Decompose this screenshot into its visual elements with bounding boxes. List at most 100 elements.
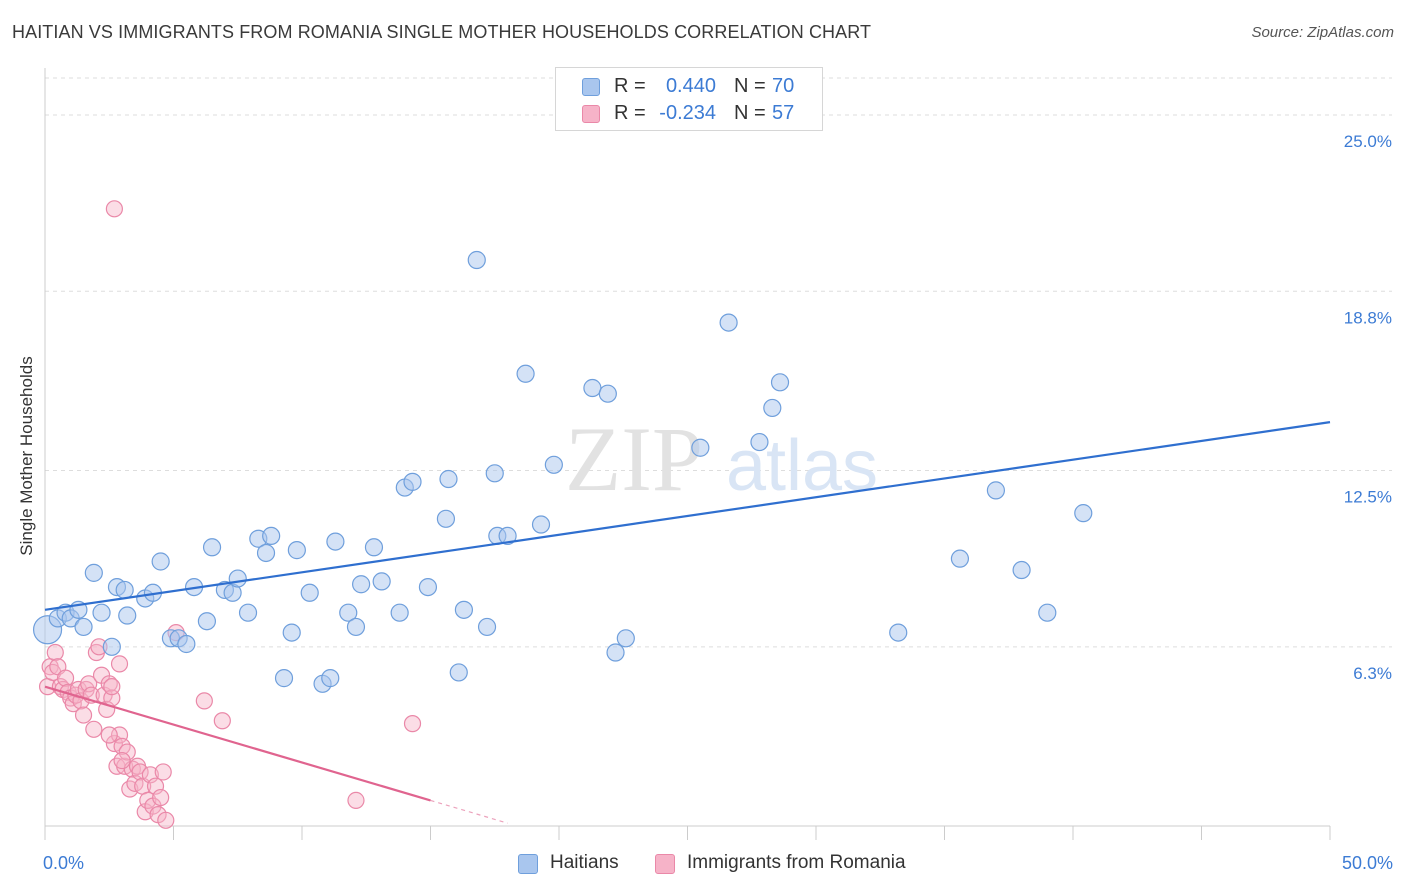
data-point-haitians [606,643,625,662]
data-point-haitians [598,384,617,403]
legend-r-label: R = [614,75,646,97]
data-point-haitians [352,575,371,594]
data-point-haitians [228,569,247,588]
source-label: Source: ZipAtlas.com [1251,24,1394,41]
legend-row-haitians: R = 0.440 N = 70 [556,73,822,101]
watermark-atlas: atlas [726,426,878,506]
data-point-romania [347,791,365,810]
y-tick-label: 12.5% [1344,487,1392,506]
data-point-romania [195,692,213,710]
data-point-haitians [763,398,782,418]
haitians-series [32,250,1093,693]
data-point-haitians [691,438,710,457]
data-point-romania [113,751,131,770]
legend-n-label: N = [734,102,766,124]
data-point-romania [110,655,129,673]
data-point-haitians [321,669,340,688]
watermark-zip: ZIP [565,408,703,510]
tick-labels: 6.3% 12.5% 18.8% 25.0% 0.0% 50.0% [43,132,1393,873]
data-point-romania [103,678,121,696]
data-point-haitians [498,526,517,546]
watermark: ZIP atlas [565,408,878,510]
data-point-haitians [202,538,222,557]
bottom-legend: Haitians Immigrants from Romania [0,852,1406,876]
data-point-haitians [102,637,121,656]
y-axis-label: Single Mother Households [17,356,36,556]
data-point-romania [100,675,118,693]
trend-line-romania-extension [430,799,508,824]
x-tick-label: 0.0% [43,853,84,873]
data-point-haitians [516,364,535,383]
data-point-romania [46,643,64,662]
data-point-haitians [889,623,908,642]
data-point-haitians [262,526,281,546]
y-tick-label: 6.3% [1353,664,1392,683]
legend: R = 0.440 N = 70 R = -0.234 N = 57 [555,67,823,131]
legend-n-value: 57 [772,102,795,124]
data-point-romania [157,811,175,829]
bottom-legend-swatch-haitians [518,854,538,874]
data-point-haitians [151,552,170,571]
data-point-haitians [300,583,319,602]
data-point-haitians [454,600,474,619]
data-point-romania [85,720,103,738]
data-point-romania [100,726,118,744]
data-point-haitians [616,629,635,648]
legend-r-value: 0.440 [665,75,716,97]
data-point-haitians [436,509,456,528]
data-point-haitians [719,313,738,332]
data-point-haitians [485,464,504,483]
data-point-haitians [74,617,93,637]
data-point-haitians [274,669,294,688]
legend-swatch-haitians [582,78,600,96]
data-point-haitians [118,606,137,625]
data-point-romania [105,200,123,218]
data-point-romania [213,712,231,730]
data-point-haitians [418,577,438,597]
x-tick-label: 50.0% [1342,853,1393,873]
axes [44,68,1331,840]
data-point-haitians [84,563,103,582]
data-point-haitians [372,572,391,591]
data-point-haitians [467,250,486,270]
y-tick-label: 25.0% [1344,132,1392,151]
data-point-haitians [364,538,384,557]
data-point-haitians [1038,603,1057,622]
data-point-haitians [390,603,409,622]
legend-swatch-romania [582,105,600,123]
data-point-haitians [986,481,1006,500]
data-point-romania [154,763,172,781]
data-point-haitians [583,378,602,398]
data-point-haitians [770,373,790,392]
data-point-romania [74,706,93,724]
data-point-haitians [92,603,111,622]
bottom-legend-label-romania: Immigrants from Romania [687,852,906,873]
data-point-haitians [256,543,276,563]
romania-series [38,200,422,829]
data-point-romania [403,715,422,733]
trend-line-romania [44,685,431,802]
data-point-haitians [1012,560,1031,580]
data-point-haitians [115,580,134,600]
data-point-haitians [531,515,551,534]
data-point-haitians [197,612,217,631]
y-tick-label: 18.8% [1344,308,1392,327]
grid-lines [45,77,1392,648]
data-point-haitians [750,432,769,452]
legend-n-value: 70 [772,75,795,97]
data-point-romania [56,669,75,687]
legend-row-romania: R = -0.234 N = 57 [556,100,822,128]
data-point-romania [118,743,136,761]
data-point-haitians [403,472,422,491]
data-point-haitians [950,549,970,568]
bottom-legend-label-haitians: Haitians [550,852,619,873]
data-point-haitians [477,617,497,637]
data-point-haitians [544,455,563,474]
legend-r-label: R = [614,102,646,124]
data-point-haitians [177,634,196,654]
data-point-haitians [238,603,258,622]
data-point-romania [152,788,170,807]
data-point-haitians [1074,504,1093,523]
data-point-haitians [439,469,458,489]
data-point-haitians [287,541,306,560]
